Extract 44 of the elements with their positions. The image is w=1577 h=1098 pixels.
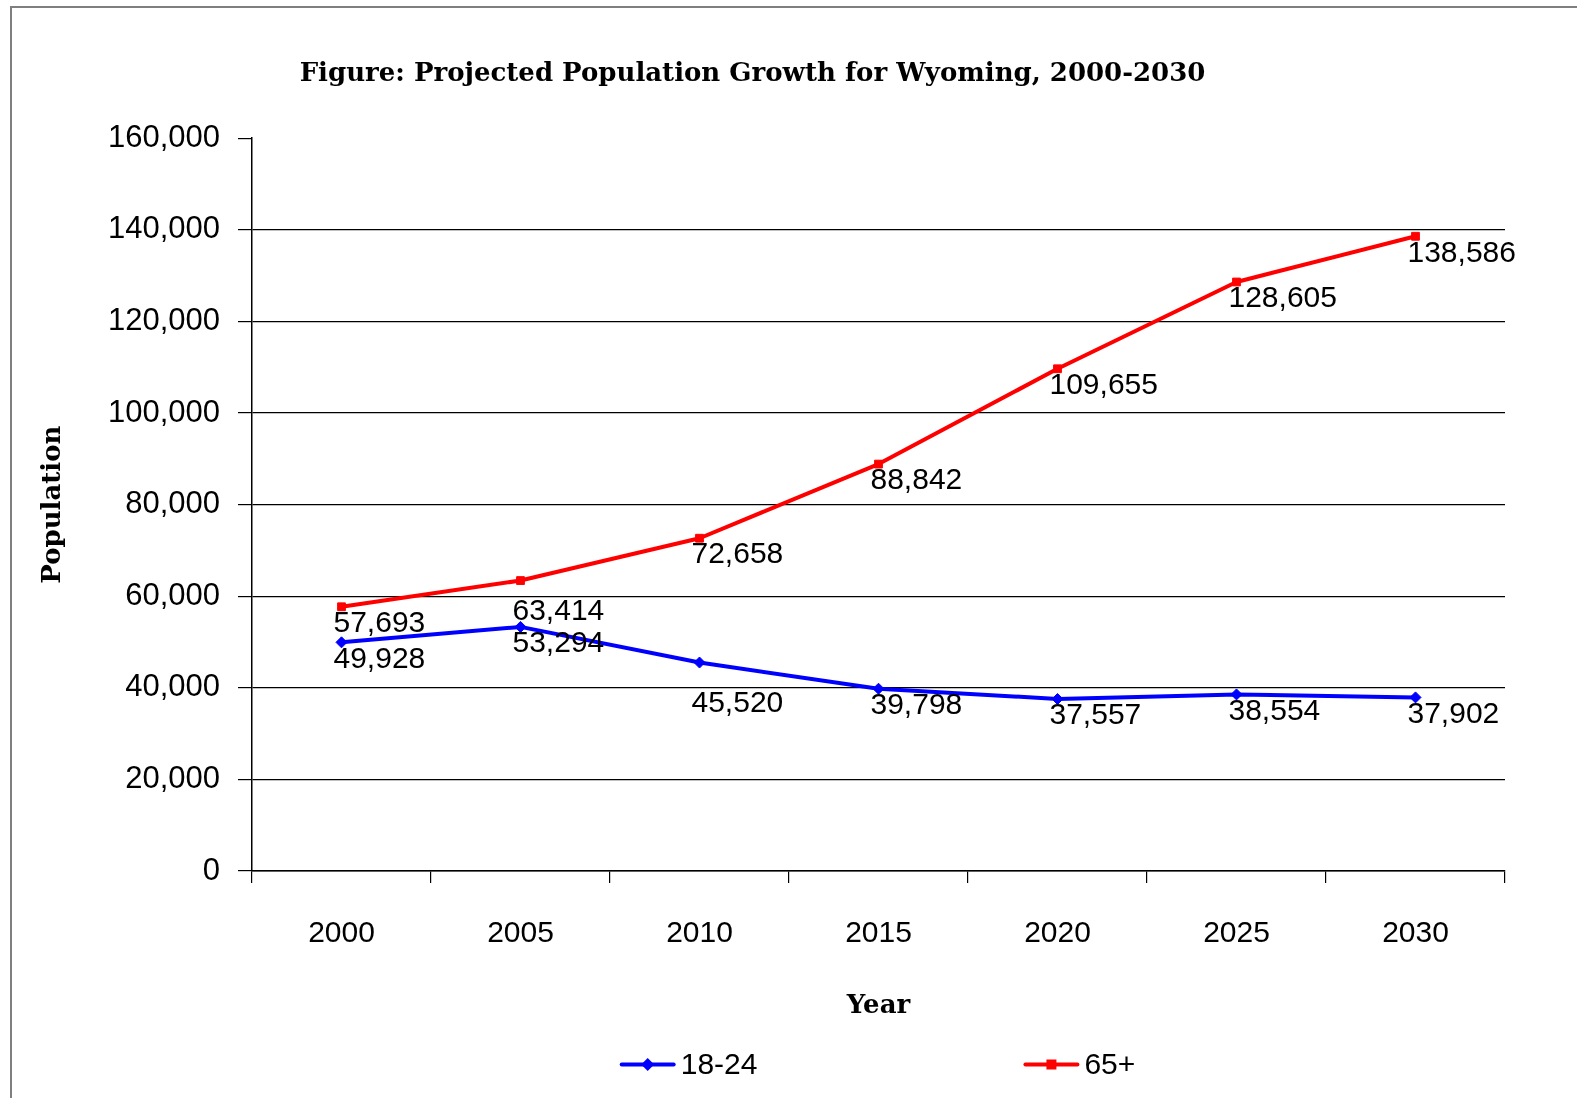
data-label: 38,554	[1228, 692, 1321, 726]
point	[695, 533, 704, 543]
y-tick-label: 60,000	[125, 576, 220, 612]
data-label: 37,902	[1407, 695, 1500, 729]
x-tick-label: 2010	[666, 915, 733, 949]
point	[874, 459, 883, 469]
data-label: 128,605	[1228, 280, 1337, 314]
point	[337, 602, 346, 612]
chart-title: Figure: Projected Population Growth for Wyoming, 2000-2030	[299, 57, 1206, 88]
data-label: 63,414	[512, 593, 605, 627]
y-axis-title: Population	[36, 425, 67, 584]
point	[335, 636, 348, 649]
data-label: 88,842	[870, 462, 963, 496]
data-label: 45,520	[691, 684, 784, 718]
y-tick-label: 80,000	[125, 485, 220, 521]
y-tick-label: 0	[202, 851, 220, 887]
y-tick-label: 100,000	[107, 393, 220, 429]
x-tick-label: 2015	[845, 915, 912, 949]
data-label: 37,557	[1049, 697, 1142, 731]
point	[1411, 231, 1420, 241]
x-tick-label: 2000	[308, 915, 375, 949]
point	[1053, 364, 1062, 374]
x-tick-label: 2025	[1203, 915, 1270, 949]
data-label: 138,586	[1407, 234, 1516, 268]
data-label: 109,655	[1049, 367, 1158, 401]
legend-label: 65+	[1084, 1046, 1136, 1080]
data-label: 49,928	[333, 640, 426, 674]
data-label: 53,294	[512, 625, 605, 659]
y-tick-label: 20,000	[125, 759, 220, 795]
y-tick-label: 40,000	[125, 668, 220, 704]
point	[1232, 277, 1241, 287]
point	[693, 656, 706, 669]
y-tick-label: 160,000	[107, 118, 220, 154]
x-tick-label: 2005	[487, 915, 554, 949]
legend-label: 18-24	[680, 1046, 758, 1080]
x-tick-label: 2030	[1382, 915, 1449, 949]
point	[516, 576, 525, 585]
data-label: 39,798	[870, 686, 963, 720]
data-label: 72,658	[691, 536, 784, 570]
data-label: 57,693	[333, 605, 426, 639]
y-tick-label: 120,000	[107, 301, 220, 337]
x-tick-label: 2020	[1024, 915, 1091, 949]
x-axis-title: Year	[845, 989, 911, 1020]
y-tick-label: 140,000	[107, 210, 220, 246]
